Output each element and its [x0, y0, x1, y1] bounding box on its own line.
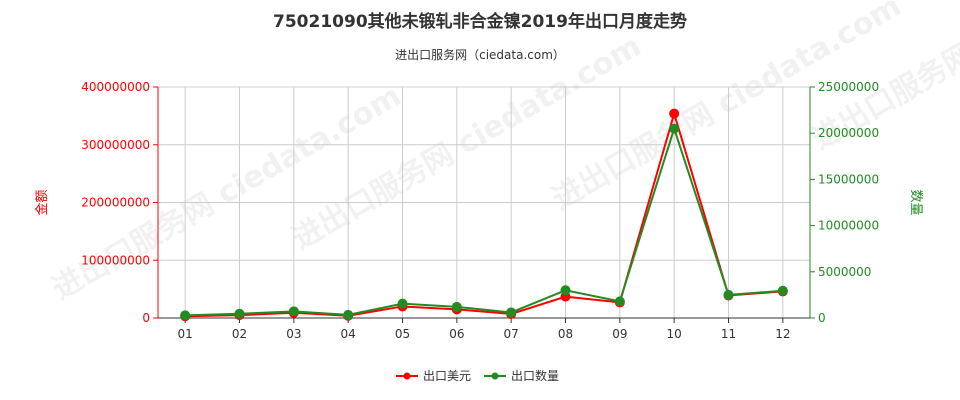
x-tick-label: 08 — [558, 327, 573, 341]
x-tick-label: 02 — [232, 327, 247, 341]
x-tick-label: 09 — [612, 327, 627, 341]
y-left-tick-label: 300000000 — [81, 138, 150, 152]
y-right-tick-label: 20000000 — [818, 126, 879, 140]
legend-marker — [403, 372, 411, 380]
series-line-export-usd — [185, 110, 783, 318]
y-right-tick-label: 5000000 — [818, 265, 871, 279]
y-right-tick-label: 10000000 — [818, 219, 879, 233]
legend-label: 出口美元 — [423, 369, 471, 383]
series — [180, 108, 788, 322]
chart-subtitle: 进出口服务网（ciedata.com） — [395, 47, 565, 62]
legend-label: 出口数量 — [511, 368, 559, 383]
x-tick-label: 10 — [667, 327, 682, 341]
data-point — [723, 289, 734, 300]
y-right-tick-label: 15000000 — [818, 172, 879, 186]
y-right-axis-title: 数量 — [908, 189, 923, 215]
data-point — [288, 306, 299, 317]
data-point — [234, 308, 245, 319]
legend[interactable]: 出口美元 出口数量 — [396, 368, 559, 383]
x-tick-label: 05 — [395, 327, 410, 341]
y-right-tick-label: 25000000 — [818, 80, 879, 94]
y-left-axis-title: 金额 — [34, 189, 50, 215]
data-point — [397, 298, 408, 309]
x-tick-label: 06 — [449, 327, 464, 341]
chart-title: 75021090其他未锻轧非合金镍2019年出口月度走势 — [273, 11, 687, 32]
y-left-tick-label: 400000000 — [81, 80, 150, 94]
data-point — [614, 296, 625, 307]
data-point — [451, 301, 462, 312]
data-point — [343, 309, 354, 320]
legend-marker — [491, 372, 499, 380]
x-tick-label: 12 — [775, 327, 790, 341]
y-left-tick-label: 100000000 — [81, 253, 150, 267]
x-tick-label: 01 — [178, 327, 193, 341]
axes: 01 02 03 04 05 06 07 08 09 10 11 120100000000200000… — [34, 80, 923, 341]
x-tick-label: 03 — [286, 327, 301, 341]
y-left-tick-label: 200000000 — [81, 196, 150, 210]
x-tick-label: 11 — [721, 327, 736, 341]
data-point — [180, 310, 191, 321]
data-point — [669, 108, 680, 119]
data-point — [506, 307, 517, 318]
y-left-tick-label: 0 — [142, 311, 150, 325]
x-tick-label: 04 — [341, 327, 356, 341]
data-point — [669, 123, 680, 134]
x-tick-label: 07 — [504, 327, 519, 341]
data-point — [560, 285, 571, 296]
y-right-tick-label: 0 — [818, 311, 826, 325]
data-point — [777, 285, 788, 296]
series-line-export-quantity — [185, 125, 783, 317]
